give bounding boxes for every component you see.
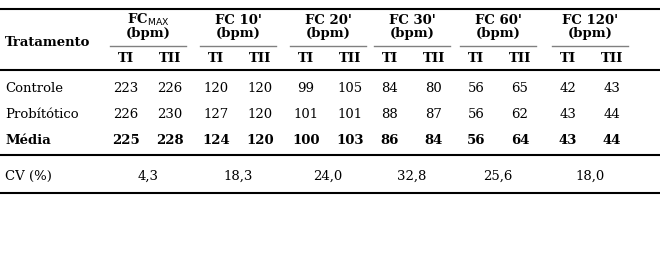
Text: TI: TI	[382, 52, 398, 64]
Text: FC 20': FC 20'	[304, 13, 351, 26]
Text: (bpm): (bpm)	[476, 27, 521, 40]
Text: 223: 223	[114, 82, 139, 95]
Text: 24,0: 24,0	[314, 169, 343, 183]
Text: 120: 120	[248, 82, 273, 95]
Text: TI: TI	[298, 52, 314, 64]
Text: TII: TII	[509, 52, 531, 64]
Text: Controle: Controle	[5, 82, 63, 95]
Text: 99: 99	[298, 82, 315, 95]
Text: 32,8: 32,8	[397, 169, 426, 183]
Text: FC 120': FC 120'	[562, 13, 618, 26]
Text: TI: TI	[468, 52, 484, 64]
Text: 44: 44	[604, 109, 620, 121]
Text: Média: Média	[5, 134, 51, 147]
Text: 100: 100	[292, 134, 319, 147]
Text: 120: 120	[246, 134, 274, 147]
Text: 18,0: 18,0	[576, 169, 605, 183]
Text: (bpm): (bpm)	[125, 27, 170, 40]
Text: 43: 43	[603, 82, 620, 95]
Text: 84: 84	[425, 134, 443, 147]
Text: TI: TI	[118, 52, 134, 64]
Text: 43: 43	[560, 109, 576, 121]
Text: 101: 101	[294, 109, 319, 121]
Text: FC$_{\mathrm{MAX}}$: FC$_{\mathrm{MAX}}$	[127, 12, 169, 28]
Text: 101: 101	[337, 109, 362, 121]
Text: 84: 84	[381, 82, 399, 95]
Text: 56: 56	[467, 109, 484, 121]
Text: TII: TII	[423, 52, 446, 64]
Text: 56: 56	[467, 82, 484, 95]
Text: 42: 42	[560, 82, 576, 95]
Text: 25,6: 25,6	[483, 169, 513, 183]
Text: TII: TII	[339, 52, 361, 64]
Text: 56: 56	[467, 134, 485, 147]
Text: Probítótico: Probítótico	[5, 109, 79, 121]
Text: 124: 124	[202, 134, 230, 147]
Text: 226: 226	[157, 82, 183, 95]
Text: (bpm): (bpm)	[568, 27, 612, 40]
Text: 228: 228	[156, 134, 184, 147]
Text: 65: 65	[512, 82, 529, 95]
Text: FC 30': FC 30'	[389, 13, 436, 26]
Text: (bpm): (bpm)	[306, 27, 350, 40]
Text: 226: 226	[114, 109, 139, 121]
Text: 127: 127	[203, 109, 228, 121]
Text: TII: TII	[159, 52, 182, 64]
Text: 64: 64	[511, 134, 529, 147]
Text: 43: 43	[559, 134, 578, 147]
Text: FC 10': FC 10'	[214, 13, 261, 26]
Text: 18,3: 18,3	[223, 169, 253, 183]
Text: 120: 120	[203, 82, 228, 95]
Text: TI: TI	[560, 52, 576, 64]
Text: 4,3: 4,3	[137, 169, 158, 183]
Text: 225: 225	[112, 134, 140, 147]
Text: 105: 105	[337, 82, 362, 95]
Text: 80: 80	[426, 82, 442, 95]
Text: 44: 44	[603, 134, 621, 147]
Text: TII: TII	[249, 52, 271, 64]
Text: 103: 103	[336, 134, 364, 147]
Text: 62: 62	[512, 109, 529, 121]
Text: Tratamento: Tratamento	[5, 37, 90, 49]
Text: 87: 87	[426, 109, 442, 121]
Text: (bpm): (bpm)	[216, 27, 261, 40]
Text: 88: 88	[381, 109, 399, 121]
Text: FC 60': FC 60'	[475, 13, 521, 26]
Text: TII: TII	[601, 52, 623, 64]
Text: 230: 230	[157, 109, 183, 121]
Text: 120: 120	[248, 109, 273, 121]
Text: CV (%): CV (%)	[5, 169, 52, 183]
Text: 86: 86	[381, 134, 399, 147]
Text: (bpm): (bpm)	[389, 27, 434, 40]
Text: TI: TI	[208, 52, 224, 64]
